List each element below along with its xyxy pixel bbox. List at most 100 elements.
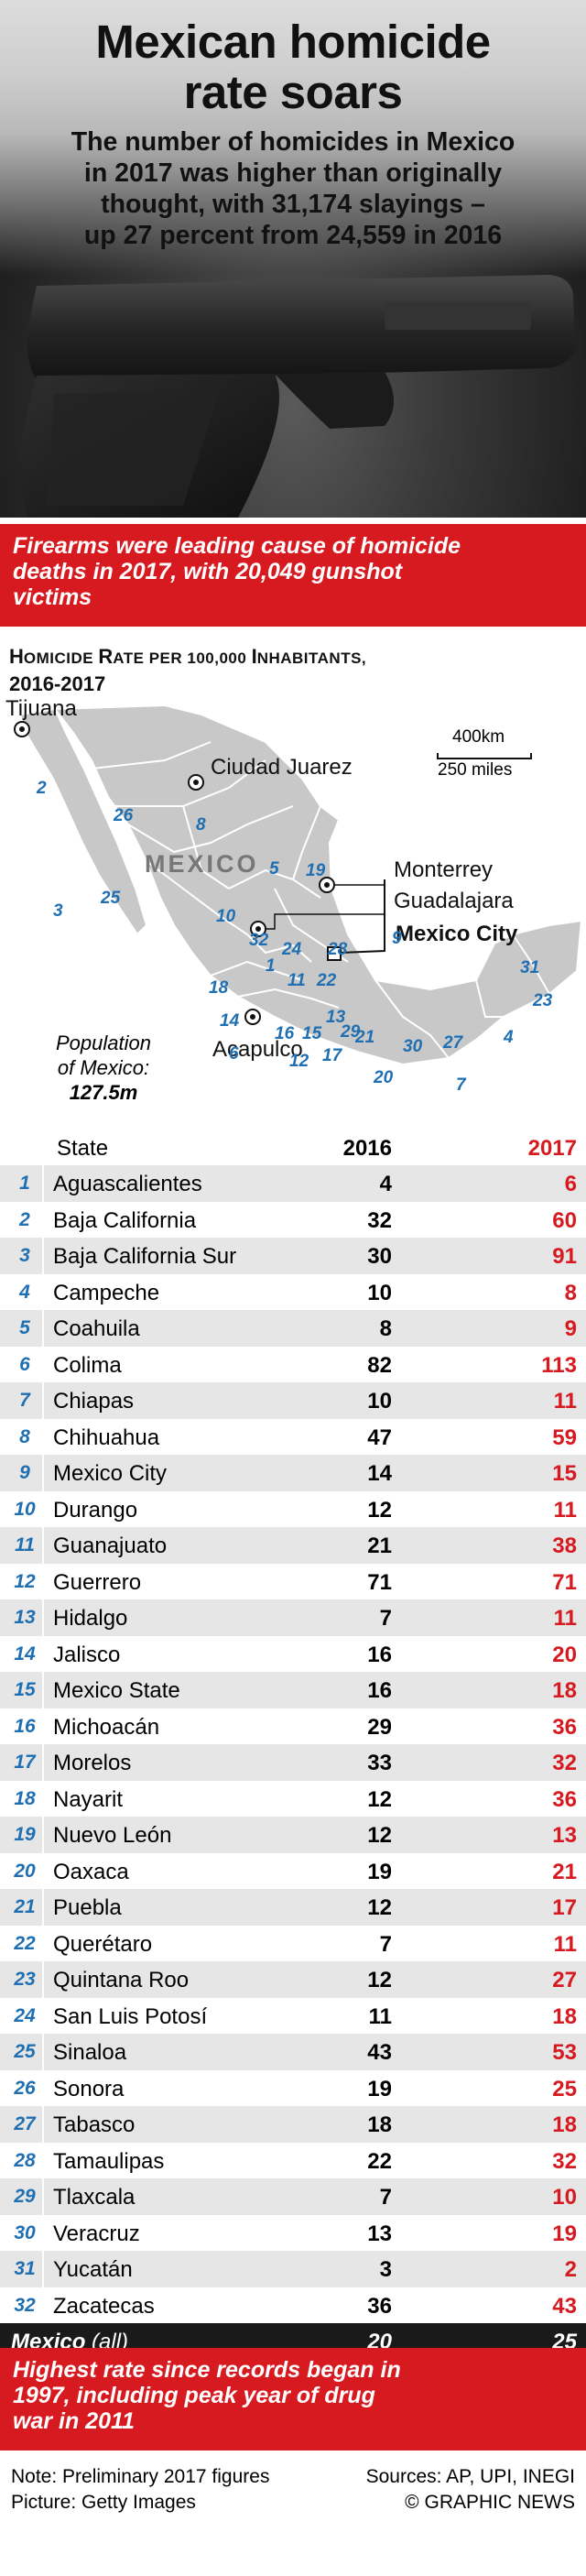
row-index: 19 (14, 1824, 36, 1845)
city-tijuana: Tijuana (5, 696, 77, 721)
footer-sources: Sources: AP, UPI, INEGI (365, 2466, 575, 2487)
state-number: 28 (328, 940, 348, 959)
row-value-2017: 11 (553, 1497, 577, 1523)
row-state-name: Mexico City (53, 1461, 168, 1486)
row-value-2017: 18 (552, 2112, 577, 2137)
row-value-2017: 10 (552, 2185, 577, 2210)
state-number: 11 (288, 971, 306, 990)
row-separator (42, 1889, 44, 1926)
row-state-name: Guerrero (53, 1569, 142, 1595)
table-row: 20 Oaxaca 19 21 (0, 1852, 586, 1889)
state-number: 16 (275, 1024, 295, 1043)
section-heading: HOMICIDE RATE PER 100,000 INHABITANTS, 2… (9, 645, 367, 695)
state-number: 32 (249, 931, 269, 950)
row-value-2016: 11 (368, 2003, 392, 2029)
row-index: 32 (14, 2294, 36, 2316)
state-number: 24 (282, 940, 302, 959)
row-state-name: Baja California Sur (53, 1244, 237, 1269)
row-state-name: Querétaro (53, 1931, 153, 1957)
row-value-2016: 7 (379, 2185, 392, 2210)
table-row: 17 Morelos 33 32 (0, 1744, 586, 1781)
row-index: 16 (14, 1715, 36, 1737)
row-index: 29 (14, 2186, 36, 2207)
footer-copyright: © GRAPHIC NEWS (405, 2492, 575, 2513)
row-separator (42, 1455, 44, 1491)
row-state-name: Puebla (53, 1895, 122, 1920)
row-value-2016: 32 (367, 1207, 392, 1233)
row-value-2017: 11 (553, 1389, 577, 1414)
row-state-name: Nuevo León (53, 1823, 172, 1848)
table-row: 26 Sonora 19 25 (0, 2069, 586, 2106)
row-value-2017: 18 (552, 2003, 577, 2029)
row-index: 11 (15, 1534, 35, 1555)
row-state-name: Yucatán (53, 2257, 133, 2282)
row-state-name: Veracruz (53, 2221, 140, 2246)
footer-picture-credit: Picture: Getty Images (11, 2492, 196, 2513)
row-index: 15 (14, 1679, 36, 1700)
row-value-2016: 19 (367, 2076, 392, 2101)
row-state-name: Morelos (53, 1751, 132, 1775)
state-number: 29 (341, 1022, 361, 1042)
row-state-name: Tlaxcala (53, 2185, 136, 2210)
row-state-name: Zacatecas (53, 2293, 155, 2319)
state-number: 4 (504, 1028, 514, 1047)
row-value-2016: 4 (379, 1172, 392, 1196)
row-state-name: Colima (53, 1352, 122, 1378)
row-value-2016: 14 (367, 1461, 392, 1486)
row-separator (42, 2251, 44, 2287)
row-value-2017: 36 (552, 1714, 577, 1740)
table-row: 5 Coahuila 8 9 (0, 1310, 586, 1347)
state-number: 27 (443, 1033, 463, 1053)
row-separator (42, 1925, 44, 1961)
row-value-2017: 2 (564, 2257, 577, 2282)
row-state-name: Chiapas (53, 1389, 135, 1414)
state-number: 7 (456, 1075, 466, 1095)
row-separator (42, 1346, 44, 1382)
row-state-name: Tabasco (53, 2112, 136, 2137)
row-value-2016: 12 (367, 1823, 392, 1848)
state-number: 22 (317, 971, 337, 990)
page-subtitle: The number of homicides in Mexico in 201… (71, 127, 515, 250)
row-value-2017: 25 (552, 2076, 577, 2101)
table-row: 13 Hidalgo 7 11 (0, 1599, 586, 1636)
row-value-2017: 32 (552, 1751, 577, 1775)
row-separator (42, 1238, 44, 1274)
row-separator (42, 2178, 44, 2215)
row-separator (42, 2069, 44, 2106)
state-number: 15 (302, 1024, 322, 1043)
row-state-name: Quintana Roo (53, 1968, 190, 1992)
row-value-2017: 11 (553, 1606, 577, 1631)
table-row: 30 Veracruz 13 19 (0, 2214, 586, 2251)
page-title: Mexican homicide rate soars (95, 16, 491, 118)
row-value-2016: 16 (367, 1678, 392, 1703)
row-separator (42, 2287, 44, 2323)
table-row: 1 Aguascalientes 4 6 (0, 1165, 586, 1202)
city-acapulco: Acapulco (212, 1037, 303, 1062)
row-index: 17 (14, 1752, 36, 1773)
col-state-header: State (57, 1136, 109, 1161)
row-index: 22 (14, 1932, 36, 1954)
row-index: 2 (19, 1208, 30, 1230)
state-number: 20 (374, 1068, 394, 1087)
row-state-name: Aguascalientes (53, 1172, 202, 1196)
row-value-2016: 16 (367, 1642, 392, 1667)
row-value-2017: 71 (552, 1569, 577, 1595)
row-value-2016: 18 (367, 2112, 392, 2137)
row-value-2016: 3 (379, 2257, 392, 2282)
row-value-2016: 12 (367, 1497, 392, 1523)
row-index: 24 (14, 2004, 36, 2026)
row-separator (42, 1708, 44, 1744)
col-2016-header: 2016 (342, 1136, 392, 1161)
row-separator (42, 1599, 44, 1636)
row-value-2016: 7 (379, 1606, 392, 1631)
table-row: 11 Guanajuato 21 38 (0, 1527, 586, 1564)
row-separator (42, 2214, 44, 2251)
row-index: 18 (14, 1787, 36, 1809)
row-index: 3 (19, 1245, 30, 1266)
row-separator (42, 1165, 44, 1202)
city-dots (14, 721, 335, 1025)
row-value-2016: 22 (367, 2148, 392, 2174)
country-label: MEXICO (145, 850, 259, 878)
row-separator (42, 1273, 44, 1310)
row-separator (42, 1418, 44, 1455)
